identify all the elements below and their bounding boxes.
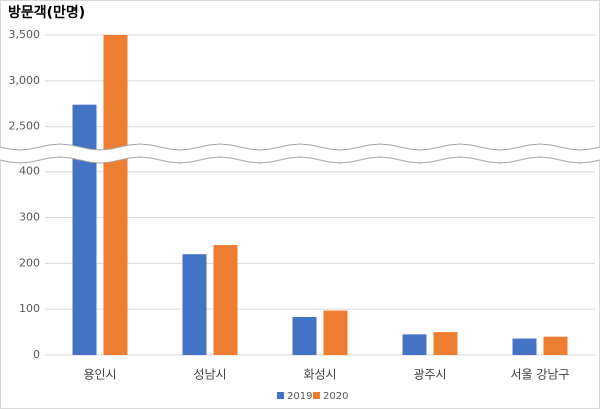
- bar: [512, 338, 537, 355]
- x-tick-label: 성남시: [193, 368, 226, 382]
- y-tick-label: 400: [19, 165, 40, 178]
- x-tick-label: 광주시: [413, 368, 446, 382]
- axis-break: [0, 144, 600, 163]
- bar: [103, 35, 128, 355]
- bar: [323, 310, 348, 355]
- bar: [433, 332, 458, 355]
- axis-break-line: [0, 143, 600, 151]
- legend-swatch: [313, 392, 320, 399]
- bar: [72, 104, 97, 356]
- bar: [402, 334, 427, 355]
- y-tick-label: 0: [33, 348, 40, 361]
- bar: [543, 336, 568, 355]
- chart-title: 방문객(만명): [8, 4, 85, 21]
- x-tick-label: 서울 강남구: [510, 368, 569, 382]
- y-tick-label: 100: [19, 302, 40, 315]
- y-tick-label: 200: [19, 256, 40, 269]
- y-tick-label: 300: [19, 211, 40, 224]
- x-tick-label: 화성시: [303, 368, 336, 382]
- bar: [292, 316, 317, 355]
- bar: [213, 245, 238, 355]
- y-tick-label: 3,500: [9, 28, 41, 41]
- legend-label: 2019: [287, 391, 312, 402]
- bar: [182, 254, 207, 355]
- legend-swatch: [277, 392, 284, 399]
- legend-label: 2020: [323, 391, 348, 402]
- y-tick-label: 3,000: [9, 74, 41, 87]
- axis-break-line: [0, 156, 600, 164]
- x-tick-label: 용인시: [83, 368, 116, 382]
- y-tick-label: 2,500: [9, 120, 41, 133]
